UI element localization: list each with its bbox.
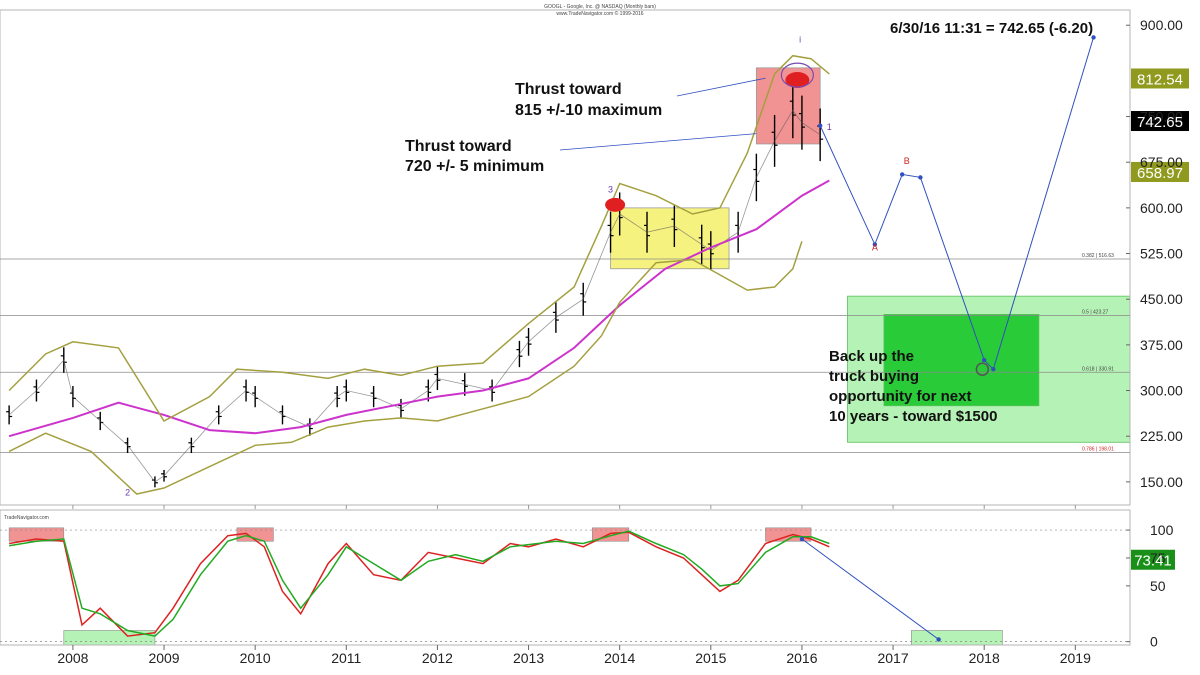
- fib-level-label: 0.786 | 198.01: [1082, 447, 1114, 453]
- chart-header-line2: www.TradeNavigator.com © 1999-2016: [556, 10, 643, 17]
- price-zone-consolidation: [610, 207, 730, 270]
- oscillator-title: TradeNavigator.com: [4, 515, 49, 521]
- wave-label: 1: [827, 122, 832, 132]
- thrust-min-text: Thrust toward: [405, 138, 512, 155]
- projection-point: [918, 175, 923, 180]
- wave-label: 3: [608, 185, 613, 195]
- price-tag-box: [1131, 111, 1189, 132]
- oscillator-y-tick-label: 50: [1150, 578, 1166, 594]
- fib-level-label: 0.382 | 516.63: [1082, 253, 1114, 259]
- chart-header-line1: GOOGL - Google, Inc. @ NASDAQ (Monthly b…: [544, 4, 656, 10]
- thrust-min-line: [559, 133, 757, 151]
- projection-point: [991, 367, 996, 372]
- x-tick-label: 2009: [148, 650, 179, 666]
- projection-point: [1091, 35, 1096, 40]
- oscillator-series-projection: [801, 538, 939, 640]
- fib-level-label: 0.5 | 423.27: [1082, 310, 1109, 316]
- current-quote: 6/30/16 11:31 = 742.65 (-6.20): [890, 20, 1093, 37]
- price-y-tick-label: 150.00: [1140, 474, 1183, 490]
- target-circle: [975, 362, 990, 376]
- thrust-max-text: Thrust toward: [515, 81, 622, 98]
- x-tick-label: 2008: [57, 650, 88, 666]
- price-y-tick-label: 750.00: [1140, 109, 1183, 125]
- buy-zone-text: 10 years - toward $1500: [829, 408, 997, 425]
- wave-label: 2: [125, 487, 130, 497]
- projection-point: [981, 357, 987, 363]
- price-y-tick-label: 450.00: [1140, 291, 1183, 307]
- price-panel-frame: [0, 9, 1131, 506]
- top-marker-ring: [780, 62, 814, 88]
- price-y-tick-label: 300.00: [1140, 383, 1183, 399]
- price-y-tick-label: 600.00: [1140, 200, 1183, 216]
- oscillator-projection-point: [799, 536, 805, 542]
- price-tag-label: 812.54: [1137, 71, 1183, 88]
- x-tick-label: 2015: [695, 650, 726, 666]
- oscillator-y-tick-label: 100: [1150, 522, 1174, 538]
- x-tick-label: 2013: [513, 650, 544, 666]
- oscillator-tag-box: [1131, 549, 1175, 570]
- oscillator-series-fast: [8, 531, 830, 637]
- thrust-max-text: 815 +/-10 maximum: [515, 102, 662, 119]
- x-tick-label: 2016: [786, 650, 817, 666]
- oscillator-y-tick-label: 75: [1150, 550, 1166, 566]
- price-y-tick-label: 675.00: [1140, 154, 1183, 170]
- price-tag-label: 658.97: [1137, 165, 1183, 182]
- top-marker-2016: [785, 72, 810, 89]
- thrust-min-text: 720 +/- 5 minimum: [405, 158, 544, 175]
- top-marker-2014: [605, 197, 626, 212]
- price-y-tick-label: 900.00: [1140, 17, 1183, 33]
- oscillator-panel-frame: [0, 509, 1131, 646]
- buy-zone-text: truck buying: [829, 368, 919, 385]
- x-tick-label: 2011: [331, 650, 361, 666]
- price-series-bollinger-lower: [8, 241, 803, 495]
- oscillator-zone-oversold-5: [910, 630, 1003, 646]
- x-tick-label: 2018: [969, 650, 1000, 666]
- oscillator-zone-overbought-3: [765, 527, 812, 542]
- x-tick-label: 2019: [1060, 650, 1091, 666]
- price-tag-box: [1131, 161, 1189, 182]
- price-y-tick-label: 225.00: [1140, 428, 1183, 444]
- fib-level-label: 0.618 | 330.91: [1082, 366, 1114, 372]
- price-y-tick-label: 525.00: [1140, 246, 1183, 262]
- oscillator-series-slow: [8, 530, 830, 637]
- wave-label: B: [904, 156, 910, 166]
- oscillator-y-tick-label: 0: [1150, 634, 1158, 650]
- price-tag-label: 742.65: [1137, 114, 1183, 131]
- x-tick-label: 2010: [240, 650, 271, 666]
- oscillator-projection-point: [936, 637, 941, 642]
- price-path: [8, 109, 821, 483]
- price-y-tick-label: 375.00: [1140, 337, 1183, 353]
- x-tick-label: 2014: [604, 650, 635, 666]
- wave-label: A: [872, 242, 878, 252]
- buy-zone-text: Back up the: [829, 348, 914, 365]
- x-tick-label: 2012: [422, 650, 453, 666]
- buy-zone-text: opportunity for next: [829, 388, 972, 405]
- price-series-bollinger-upper: [8, 54, 830, 422]
- projection-point: [872, 242, 878, 247]
- price-series-moving-average: [8, 179, 830, 438]
- price-tag-box: [1131, 68, 1189, 89]
- x-tick-label: 2017: [877, 650, 908, 666]
- wave-label: i: [799, 34, 801, 44]
- thrust-max-line: [676, 77, 766, 97]
- oscillator-tag-label: 73.41: [1134, 553, 1172, 570]
- price-zone-buy-zone-inner: [883, 314, 1040, 407]
- projection-point: [817, 123, 823, 128]
- projection-point: [899, 172, 905, 177]
